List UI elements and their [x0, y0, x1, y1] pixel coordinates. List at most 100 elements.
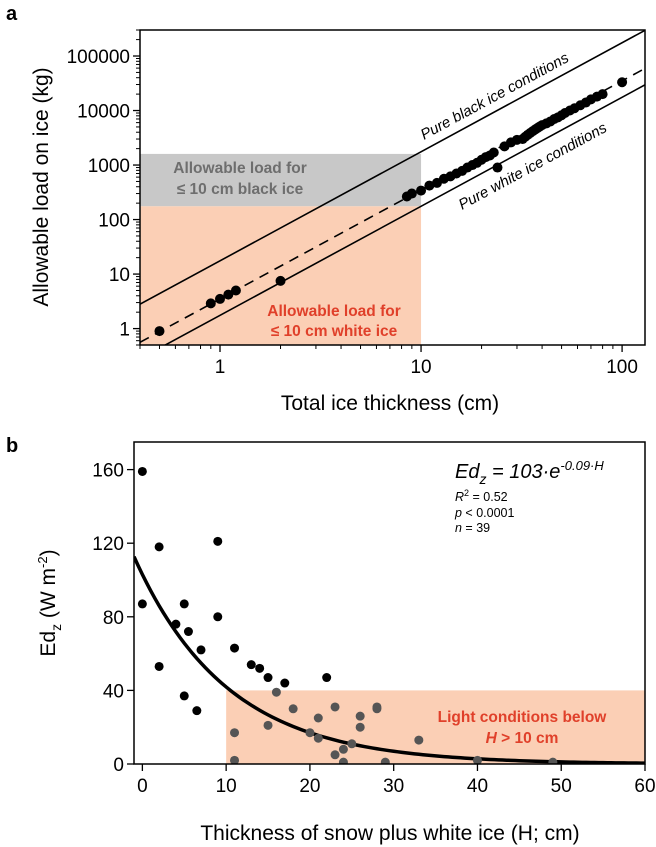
panel-a-point-1	[206, 298, 216, 308]
panel-b-point-8	[197, 645, 206, 654]
panel-b-point-12	[230, 644, 239, 653]
panel-b-point-20	[280, 679, 289, 688]
panel-a-point-47	[598, 89, 608, 99]
panel-b-point-36	[414, 736, 423, 745]
light-conditions-region	[226, 690, 645, 764]
panel-a-point-8	[416, 186, 426, 196]
panel-b-point-30	[347, 739, 356, 748]
panel-b-point-17	[264, 721, 273, 730]
stat-r2: R2 = 0.52	[455, 488, 508, 504]
panel-b-y-tick-label-120: 120	[92, 534, 124, 555]
panel-b-point-23	[314, 714, 323, 723]
light-box-label-2: H > 10 cm	[486, 730, 559, 747]
white-ice-box-label-1: Allowable load for	[267, 303, 400, 320]
panel-b-point-0	[138, 467, 147, 476]
panel-a-y-tick-label-1000: 1000	[88, 156, 130, 177]
fit-equation: Edz = 103·e-0.09·H	[455, 458, 604, 487]
panel-b-point-1	[138, 599, 147, 608]
panel-a-y-tick-label-100: 100	[98, 211, 130, 232]
panel-b-point-4	[171, 620, 180, 629]
panel-b-point-3	[155, 662, 164, 671]
panel-b-point-11	[213, 612, 222, 621]
panel-b-x-tick-label-30: 30	[383, 776, 404, 797]
panel-b-x-tick-label-20: 20	[299, 776, 320, 797]
white-ice-box-label-2: ≤ 10 cm white ice	[271, 323, 398, 340]
panel-b-x-tick-label-60: 60	[634, 776, 655, 797]
panel-b-letter: b	[6, 435, 18, 457]
panel-a-point-7	[407, 189, 417, 199]
stat-r2-value: = 0.52	[469, 490, 508, 504]
panel-b-point-13	[230, 728, 239, 737]
panel-a-y-axis-title: Allowable load on ice (kg)	[30, 67, 53, 306]
panel-b-point-25	[322, 673, 331, 682]
panel-a-y-tick-label-100000: 100000	[67, 47, 130, 68]
panel-b-y-tick-label-160: 160	[92, 461, 124, 482]
light-box-label-var: H	[486, 730, 498, 747]
panel-b-point-10	[213, 537, 222, 546]
panel-a-point-21	[489, 147, 499, 157]
panel-a-point-48	[617, 77, 627, 87]
panel-b-point-38	[548, 758, 557, 767]
ylabel-main: Ed	[37, 631, 60, 657]
panel-b-point-15	[247, 660, 256, 669]
panel-b-x-axis-title: Thickness of snow plus white ice (H; cm)	[200, 822, 579, 845]
panel-b-point-24	[314, 734, 323, 743]
panel-b-y-tick-label-0: 0	[113, 755, 124, 776]
panel-b-point-2	[155, 542, 164, 551]
panel-b-y-axis-title: Edz (W m-2)	[35, 549, 64, 656]
black-ice-line-label: Pure black ice conditions	[418, 49, 572, 143]
ylabel-sup: -2	[35, 556, 50, 568]
panel-b-point-29	[339, 758, 348, 767]
panel-b-region	[226, 690, 645, 764]
panel-a-x-tick-label-100: 100	[606, 357, 638, 378]
panel-a-point-4	[231, 285, 241, 295]
ylabel-close: )	[37, 549, 60, 556]
panel-a-y-tick-label-1: 1	[119, 320, 130, 341]
panel-b-x-tick-label-50: 50	[551, 776, 572, 797]
ylabel-units: (W m	[37, 568, 60, 624]
ylabel-sub: z	[48, 624, 64, 631]
panel-a-x-axis-title: Total ice thickness (cm)	[281, 392, 499, 415]
panel-b-y-tick-label-80: 80	[103, 608, 124, 629]
panel-b-point-19	[272, 688, 281, 697]
panel-a-y-tick-label-10: 10	[109, 265, 130, 286]
panel-a-letter: a	[6, 3, 18, 25]
panel-a-x-tick-label-10: 10	[410, 357, 431, 378]
panel-a-point-0	[154, 326, 164, 336]
light-box-label-rest: > 10 cm	[497, 730, 559, 747]
panel-b-point-21	[289, 704, 298, 713]
panel-b-point-31	[356, 723, 365, 732]
stat-n-value: = 39	[462, 521, 490, 535]
panel-b-point-26	[331, 702, 340, 711]
panel-b-point-5	[180, 599, 189, 608]
eq-exponent: -0.09·H	[560, 458, 604, 473]
panel-b-point-22	[305, 728, 314, 737]
panel-b-point-9	[192, 706, 201, 715]
panel-b-point-27	[331, 750, 340, 759]
panel-b-x-tick-label-0: 0	[137, 776, 148, 797]
panel-b-point-18	[264, 673, 273, 682]
panel-a-point-5	[276, 276, 286, 286]
black-ice-box-label-2: ≤ 10 cm black ice	[177, 181, 304, 198]
stat-p: p < 0.0001	[454, 506, 514, 520]
panel-b-x-tick-label-40: 40	[467, 776, 488, 797]
panel-b-point-7	[184, 627, 193, 636]
stat-n-label: n	[455, 521, 462, 535]
panel-a-y-tick-label-10000: 10000	[77, 102, 130, 123]
eq-rhs: = 103·e	[486, 461, 560, 483]
light-box-label-1: Light conditions below	[438, 709, 608, 726]
stat-p-value: < 0.0001	[462, 506, 515, 520]
panel-b-point-34	[372, 702, 381, 711]
eq-lhs: Ed	[455, 461, 480, 483]
panel-b-point-28	[339, 745, 348, 754]
stat-n: n = 39	[455, 521, 490, 535]
eq-lhs-sub: z	[478, 471, 486, 487]
stat-p-label: p	[454, 506, 462, 520]
stat-r2-label: R	[455, 490, 464, 504]
panel-b-point-6	[180, 691, 189, 700]
panel-b-point-16	[255, 664, 264, 673]
black-ice-box-label-1: Allowable load for	[173, 160, 306, 177]
panel-a-x-tick-label-1: 1	[215, 357, 226, 378]
panel-b-x-tick-label-10: 10	[216, 776, 237, 797]
